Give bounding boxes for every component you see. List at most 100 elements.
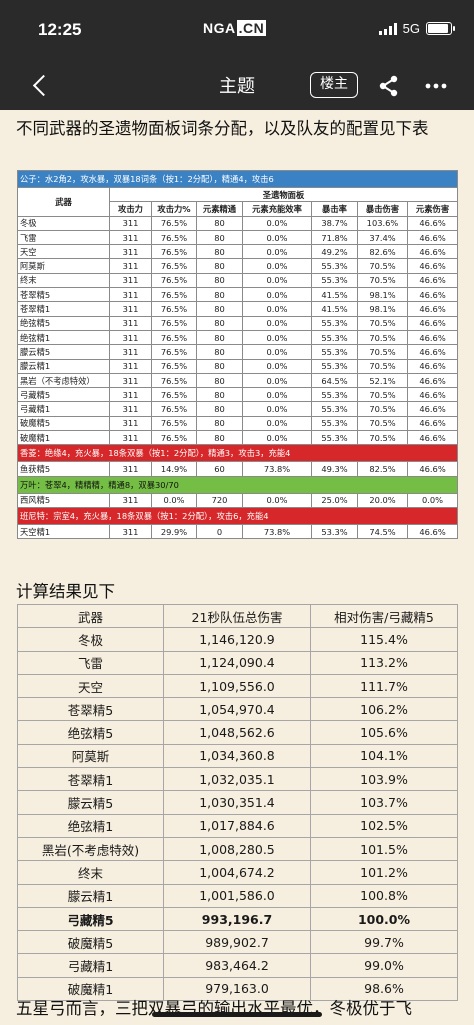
stat-weapon-cell: 苍翠精5 xyxy=(17,287,110,303)
stat-value-cell: 0.0% xyxy=(242,415,312,432)
stat-value-cell: 37.4% xyxy=(357,229,408,246)
stat-table-row: 黑岩（不考虑特效） 311 76.5% 80 0.0% 64.5% 52.1% 46.6% xyxy=(17,372,459,389)
page-title: 主题 xyxy=(219,76,255,97)
stat-weapon-cell: 绝弦精1 xyxy=(17,329,110,346)
stat-value-cell: 55.3% xyxy=(311,401,358,417)
share-icon[interactable] xyxy=(378,75,400,97)
op-only-button[interactable]: 楼主 xyxy=(310,72,358,98)
stat-value-cell: 76.5% xyxy=(151,372,197,389)
stat-weapon-cell: 弓藏精5 xyxy=(17,387,110,403)
result-damage-cell: 1,146,120.9 xyxy=(163,627,311,652)
stat-value-cell: 82.5% xyxy=(357,461,408,477)
result-table-row: 苍翠精1 1,032,035.1 103.9% xyxy=(17,767,458,792)
stat-value-cell: 80 xyxy=(196,258,243,274)
stat-table-image[interactable]: 公子：水2角2，攻水暴，双暴18词条（按1：2分配），精通4，攻击6 武器 圣遗… xyxy=(16,170,459,540)
result-damage-cell: 989,902.7 xyxy=(163,930,311,955)
stat-value-cell: 311 xyxy=(109,215,152,231)
result-table: 武器 21秒队伍总伤害 相对伤害/弓藏精5 冬极 1,146,120.9 115.4% 飞… xyxy=(17,603,458,1002)
stat-value-cell: 46.6% xyxy=(406,272,459,289)
stat-value-cell: 98.1% xyxy=(357,287,408,303)
stat-column-header: 元素充能效率 xyxy=(242,201,312,217)
result-table-row: 黑岩(不考虑特效) 1,008,280.5 101.5% xyxy=(17,836,458,862)
stat-table-row: 苍翠精1 311 76.5% 80 0.0% 41.5% 98.1% 46.6% xyxy=(17,301,459,317)
stat-value-cell: 311 xyxy=(109,492,152,508)
stat-value-cell: 311 xyxy=(109,329,152,346)
stat-value-cell: 80 xyxy=(196,401,243,417)
result-weapon-cell: 终末 xyxy=(17,860,164,885)
status-indicators: 5G xyxy=(378,21,455,36)
result-damage-cell: 1,030,351.4 xyxy=(163,790,311,815)
stat-value-cell: 76.5% xyxy=(151,287,197,303)
stat-value-cell: 46.6% xyxy=(406,287,459,303)
post-outro-text: 五星弓而言，三把双暴弓的输出水平最优，冬极优于飞 xyxy=(16,999,412,1018)
result-relative-cell: 98.6% xyxy=(310,976,458,1002)
result-relative-cell: 105.6% xyxy=(310,720,458,745)
stat-value-cell: 311 xyxy=(109,430,152,446)
stat-value-cell: 46.6% xyxy=(406,372,459,389)
stat-value-cell: 0.0% xyxy=(242,258,312,274)
stat-value-cell: 80 xyxy=(196,329,243,346)
stat-column-header: 攻击力% xyxy=(151,201,197,217)
stat-value-cell: 46.6% xyxy=(406,523,459,540)
stat-value-cell: 311 xyxy=(109,358,152,374)
stat-header-weapon: 武器 xyxy=(17,187,110,217)
stat-value-cell: 311 xyxy=(109,387,152,403)
stat-value-cell: 41.5% xyxy=(311,301,358,317)
more-icon[interactable] xyxy=(424,76,448,96)
stat-table-row: 冬极 311 76.5% 80 0.0% 38.7% 103.6% 46.6% xyxy=(17,215,459,231)
stat-value-cell: 0.0% xyxy=(242,229,312,246)
result-relative-cell: 99.0% xyxy=(310,953,458,978)
stat-value-cell: 70.5% xyxy=(357,258,408,274)
stat-table-row: 弓藏精1 311 76.5% 80 0.0% 55.3% 70.5% 46.6% xyxy=(17,401,459,417)
stat-value-cell: 55.3% xyxy=(311,315,358,331)
result-weapon-cell: 苍翠精5 xyxy=(17,697,164,722)
result-column-header: 21秒队伍总伤害 xyxy=(163,603,311,629)
stat-weapon-cell: 朦云精1 xyxy=(17,358,110,374)
stat-value-cell: 98.1% xyxy=(357,301,408,317)
result-column-header: 武器 xyxy=(17,603,164,629)
result-relative-cell: 106.2% xyxy=(310,697,458,722)
stat-value-cell: 311 xyxy=(109,315,152,331)
stat-weapon-cell: 破魔精1 xyxy=(17,430,110,446)
result-relative-cell: 99.7% xyxy=(310,930,458,955)
result-weapon-cell: 破魔精5 xyxy=(17,930,164,955)
result-weapon-cell: 飞雷 xyxy=(17,650,164,675)
result-relative-cell: 103.7% xyxy=(310,790,458,815)
result-damage-cell: 1,034,360.8 xyxy=(163,743,311,769)
stat-weapon-cell: 朦云精5 xyxy=(17,344,110,360)
stat-value-cell: 71.8% xyxy=(311,229,358,246)
result-table-row: 朦云精5 1,030,351.4 103.7% xyxy=(17,790,458,815)
stat-column-header: 元素精通 xyxy=(196,201,243,217)
stat-value-cell: 80 xyxy=(196,315,243,331)
stat-table-row: 朦云精1 311 76.5% 80 0.0% 55.3% 70.5% 46.6% xyxy=(17,358,459,374)
stat-value-cell: 76.5% xyxy=(151,258,197,274)
result-weapon-cell: 苍翠精1 xyxy=(17,767,164,792)
stat-value-cell: 80 xyxy=(196,358,243,374)
stat-value-cell: 720 xyxy=(196,492,243,508)
stat-value-cell: 46.6% xyxy=(406,244,459,260)
stat-value-cell: 311 xyxy=(109,415,152,432)
stat-table-row: 弓藏精5 311 76.5% 80 0.0% 55.3% 70.5% 46.6% xyxy=(17,387,459,403)
result-weapon-cell: 绝弦精1 xyxy=(17,813,164,838)
nav-bar: 主题 楼主 xyxy=(0,60,474,110)
stat-value-cell: 76.5% xyxy=(151,315,197,331)
result-relative-cell: 100.0% xyxy=(310,906,458,932)
stat-weapon-cell: 飞雷 xyxy=(17,229,110,246)
stat-value-cell: 76.5% xyxy=(151,430,197,446)
result-damage-cell: 993,196.7 xyxy=(163,906,311,932)
stat-value-cell: 76.5% xyxy=(151,229,197,246)
stat-table-row: 阿莫斯 311 76.5% 80 0.0% 55.3% 70.5% 46.6% xyxy=(17,258,459,274)
stat-table-row: 飞雷 311 76.5% 80 0.0% 71.8% 37.4% 46.6% xyxy=(17,229,459,246)
result-damage-cell: 983,464.2 xyxy=(163,953,311,978)
stat-value-cell: 46.6% xyxy=(406,229,459,246)
stat-value-cell: 80 xyxy=(196,415,243,432)
result-damage-cell: 979,163.0 xyxy=(163,976,311,1002)
stat-value-cell: 80 xyxy=(196,301,243,317)
result-damage-cell: 1,048,562.6 xyxy=(163,720,311,745)
stat-weapon-cell: 冬极 xyxy=(17,215,110,231)
result-relative-cell: 100.8% xyxy=(310,883,458,908)
stat-value-cell: 70.5% xyxy=(357,344,408,360)
stat-value-cell: 311 xyxy=(109,301,152,317)
result-table-row: 终末 1,004,674.2 101.2% xyxy=(17,860,458,885)
stat-table-row: 破魔精5 311 76.5% 80 0.0% 55.3% 70.5% 46.6% xyxy=(17,415,459,432)
